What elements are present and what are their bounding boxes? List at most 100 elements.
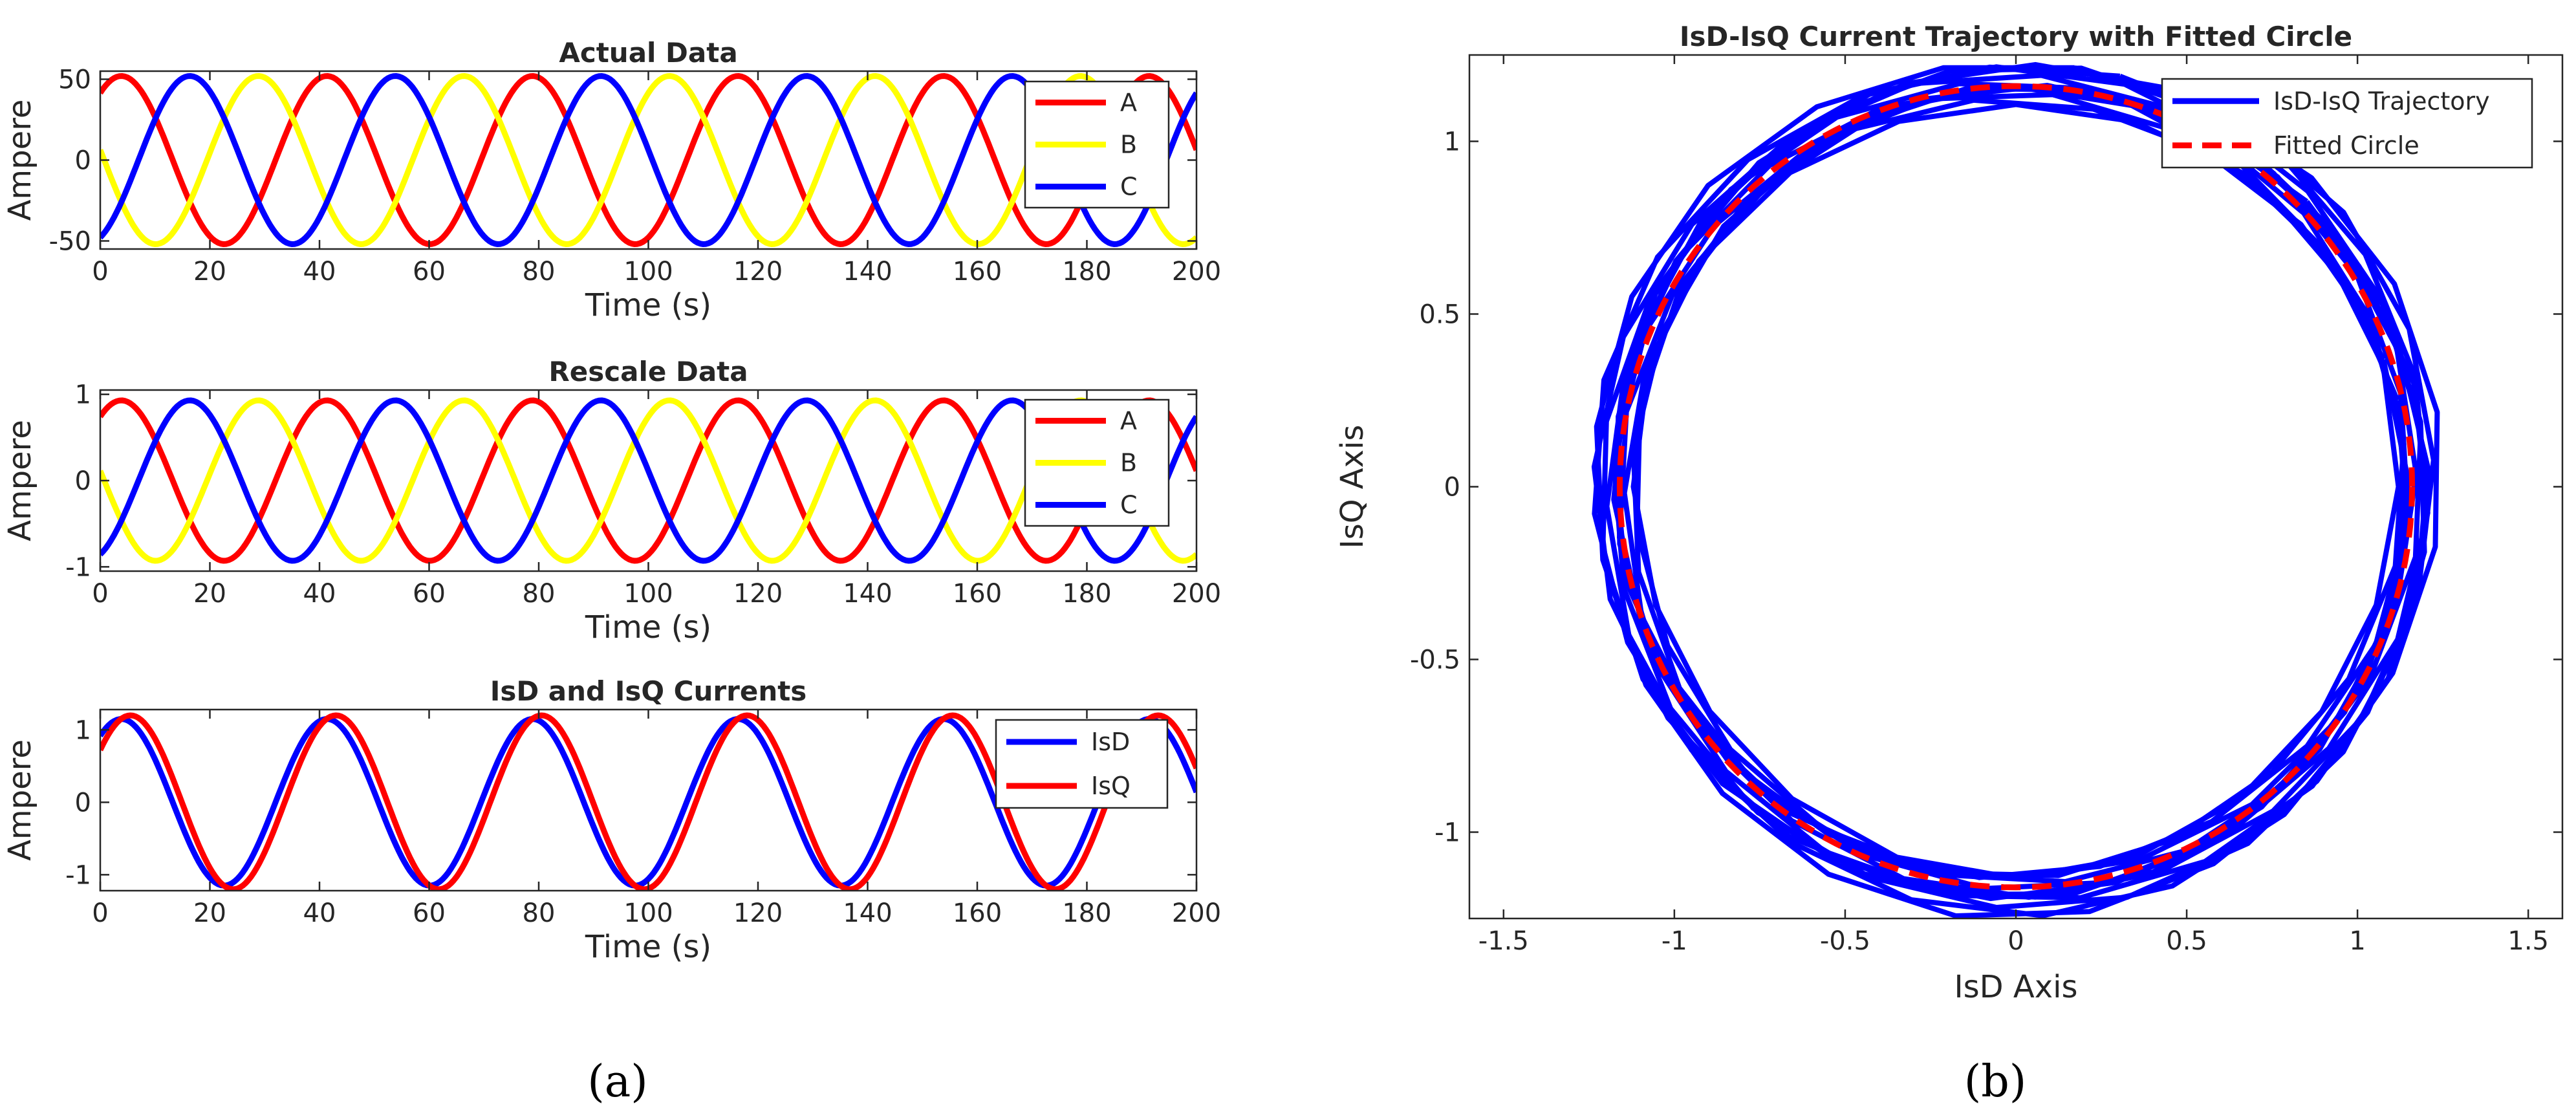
legend: IsD-IsQ Trajectory Fitted Circle	[2161, 78, 2533, 169]
x-tick-label: 40	[303, 257, 336, 287]
y-axis-label: IsQ Axis	[1334, 425, 1370, 549]
x-tick-label: 20	[193, 579, 226, 609]
y-axis-label: Ampere	[2, 739, 38, 861]
x-tick-label: 1	[2349, 926, 2365, 956]
series-group	[100, 397, 1196, 564]
caption-a: (a)	[587, 1056, 648, 1107]
y-axis-label: Ampere	[2, 100, 38, 221]
x-tick-label: 80	[523, 257, 556, 287]
series-group	[1591, 61, 2440, 918]
legend-label-A: A	[1120, 89, 1137, 117]
y-tick-label: 1	[75, 380, 91, 410]
legend: ABC	[1024, 398, 1170, 527]
x-tick-label: 80	[523, 579, 556, 609]
x-axis-label: IsD Axis	[1954, 969, 2078, 1005]
series-line-C	[100, 397, 1196, 564]
legend-label-IsQ: IsQ	[1091, 772, 1131, 800]
x-tick-label: -0.5	[1820, 926, 1870, 956]
legend: IsD IsQ	[995, 719, 1169, 809]
x-tick-label: 140	[843, 257, 892, 287]
series-line-C	[100, 73, 1196, 247]
x-tick-label: 0	[92, 898, 108, 928]
x-tick-label: 60	[413, 898, 446, 928]
series-group	[100, 73, 1196, 247]
series-line-A	[100, 73, 1196, 247]
x-tick-label: 20	[193, 898, 226, 928]
x-tick-label: 140	[843, 579, 892, 609]
y-tick-label: 0	[75, 788, 91, 818]
x-tick-label: 100	[623, 579, 673, 609]
chart-title: Actual Data	[559, 37, 737, 69]
y-tick-label: -1	[65, 552, 91, 582]
y-tick-label: -1	[65, 860, 91, 890]
series-line-A	[100, 397, 1196, 564]
chart-title: IsD-IsQ Current Trajectory with Fitted C…	[1680, 21, 2352, 52]
series-line-B	[100, 73, 1196, 247]
x-tick-label: 120	[733, 257, 783, 287]
x-tick-label: 0	[2008, 926, 2024, 956]
legend-label-IsD: IsD	[1091, 728, 1130, 756]
trajectory-loop	[1630, 92, 2410, 880]
x-tick-label: 40	[303, 898, 336, 928]
legend-box	[995, 719, 1169, 809]
legend-label-C: C	[1120, 491, 1138, 519]
x-tick-label: 180	[1062, 898, 1111, 928]
x-tick-label: -1.5	[1478, 926, 1529, 956]
caption-b: (b)	[1964, 1056, 2027, 1107]
x-tick-label: 160	[953, 257, 1002, 287]
legend-label-B: B	[1120, 449, 1137, 477]
x-tick-label: 100	[623, 257, 673, 287]
x-tick-label: 120	[733, 579, 783, 609]
y-tick-label: 0	[75, 146, 91, 176]
y-tick-label: -1	[1434, 818, 1460, 848]
x-tick-label: 40	[303, 579, 336, 609]
y-tick-label: -0.5	[1410, 646, 1460, 675]
x-tick-label: 20	[193, 257, 226, 287]
x-tick-label: 140	[843, 898, 892, 928]
x-tick-label: 160	[953, 898, 1002, 928]
x-tick-label: 120	[733, 898, 783, 928]
chart-1: 0 20 40 60 80 100 120 140 160 180 200-50050Actual …	[2, 37, 1221, 323]
y-tick-label: 50	[58, 65, 91, 95]
legend-label-B: B	[1120, 131, 1137, 159]
series-line-B	[100, 397, 1196, 564]
x-tick-label: 0	[92, 579, 108, 609]
y-axis-label: Ampere	[2, 420, 38, 541]
x-tick-label: 60	[413, 579, 446, 609]
x-tick-label: 200	[1172, 579, 1221, 609]
legend-label-IsD-IsQ Trajectory: IsD-IsQ Trajectory	[2273, 87, 2490, 115]
legend: ABC	[1024, 80, 1170, 209]
x-tick-label: 0	[92, 257, 108, 287]
y-tick-label: -50	[49, 227, 91, 257]
x-tick-label: 60	[413, 257, 446, 287]
x-tick-label: 100	[623, 898, 673, 928]
x-tick-label: 160	[953, 579, 1002, 609]
legend-box	[2161, 78, 2533, 169]
y-tick-label: 0	[1444, 473, 1460, 503]
legend-label-C: C	[1120, 173, 1138, 201]
x-tick-label: 80	[523, 898, 556, 928]
plot-area	[1469, 55, 2562, 918]
y-tick-label: 0	[75, 466, 91, 496]
trajectory-loop	[1594, 65, 2440, 918]
x-axis-label: Time (s)	[585, 929, 711, 965]
chart-title: IsD and IsQ Currents	[490, 675, 807, 707]
x-tick-label: 0.5	[2166, 926, 2207, 956]
x-tick-label: -1	[1661, 926, 1687, 956]
x-tick-label: 1.5	[2507, 926, 2549, 956]
y-tick-label: 1	[75, 715, 91, 745]
chart-4: -1.5 -1 -0.5 0 0.5 1 1.5 -1 -0.5 0 0.5 1 IsD-IsQ Cur…	[1334, 21, 2564, 1005]
x-tick-label: 200	[1172, 257, 1221, 287]
x-tick-label: 180	[1062, 579, 1111, 609]
y-tick-label: 1	[1444, 127, 1460, 157]
x-axis-label: Time (s)	[585, 287, 711, 323]
x-tick-label: 200	[1172, 898, 1221, 928]
x-axis-label: Time (s)	[585, 609, 711, 646]
x-tick-label: 180	[1062, 257, 1111, 287]
legend-label-A: A	[1120, 407, 1137, 435]
y-tick-label: 0.5	[1419, 300, 1460, 330]
series-line-IsD	[100, 716, 1196, 889]
